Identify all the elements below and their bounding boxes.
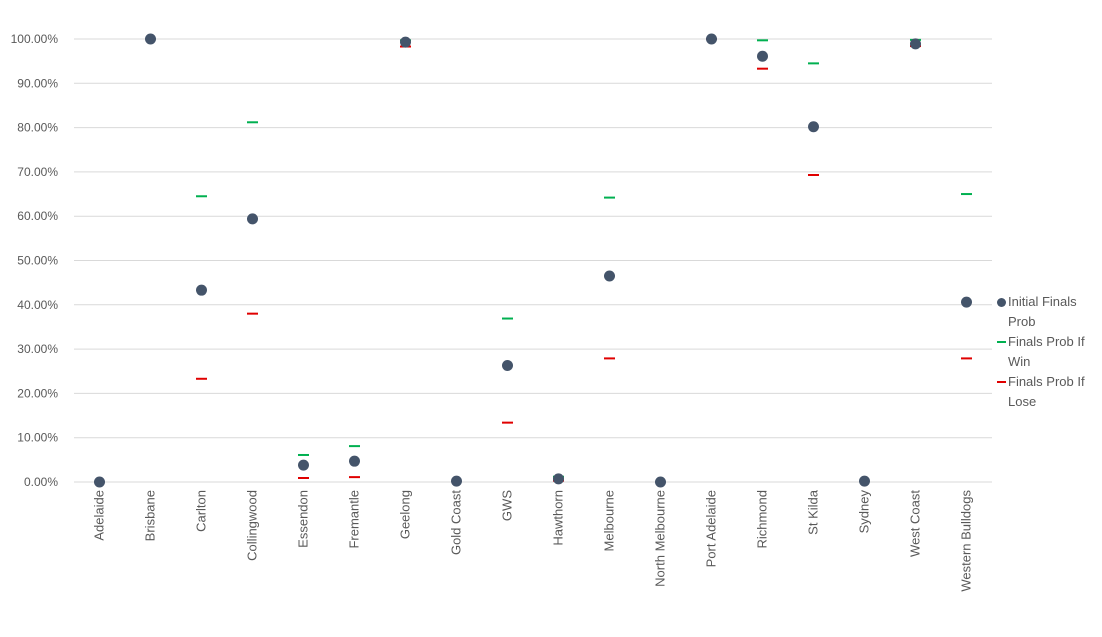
y-tick-label: 0.00% — [24, 475, 58, 489]
legend-circle-marker-icon — [994, 292, 1008, 312]
series-1 — [196, 38, 972, 478]
x-tick-label: Essendon — [296, 490, 311, 548]
data-point-initial — [349, 455, 360, 467]
x-tick-label: Hawthorn — [551, 490, 566, 546]
data-point-initial — [655, 476, 666, 488]
x-tick-label: Brisbane — [143, 490, 158, 541]
data-point-initial — [859, 475, 870, 487]
gridlines — [74, 38, 992, 483]
y-tick-label: 80.00% — [17, 121, 58, 135]
legend-red-dash-icon — [994, 372, 1008, 392]
legend-label-if-win: Finals Prob If Win — [1008, 334, 1085, 369]
x-tick-label: Fremantle — [347, 490, 362, 549]
x-tick-label: Western Bulldogs — [959, 490, 974, 592]
data-point-initial — [145, 33, 156, 45]
data-point-initial — [604, 270, 615, 282]
data-series — [94, 33, 972, 488]
x-tick-label: North Melbourne — [653, 490, 668, 587]
y-tick-label: 70.00% — [17, 165, 58, 179]
legend-item-if-win: Finals Prob If Win — [994, 332, 1098, 372]
data-point-initial — [451, 475, 462, 487]
data-point-initial — [400, 36, 411, 48]
legend-green-dash-icon — [994, 332, 1008, 352]
x-tick-label: Richmond — [755, 490, 770, 549]
x-tick-label: Carlton — [194, 490, 209, 532]
data-point-initial — [196, 284, 207, 296]
x-tick-label: GWS — [500, 490, 515, 521]
x-tick-label: St Kilda — [806, 489, 821, 535]
x-tick-label: Port Adelaide — [704, 490, 719, 567]
y-tick-label: 40.00% — [17, 298, 58, 312]
x-tick-label: Collingwood — [245, 490, 260, 561]
series-0 — [94, 33, 972, 488]
y-tick-label: 100.00% — [11, 32, 59, 46]
series-2 — [196, 38, 972, 482]
x-tick-label: West Coast — [908, 490, 923, 557]
data-point-initial — [247, 213, 258, 225]
x-tick-label: Melbourne — [602, 490, 617, 551]
legend-item-if-lose: Finals Prob If Lose — [994, 372, 1098, 412]
legend: Initial Finals Prob Finals Prob If Win F… — [994, 292, 1098, 412]
data-point-initial — [808, 121, 819, 133]
data-point-initial — [553, 473, 564, 485]
data-point-initial — [961, 296, 972, 308]
legend-label-initial: Initial Finals Prob — [1008, 294, 1077, 329]
y-tick-label: 90.00% — [17, 76, 58, 90]
y-tick-label: 30.00% — [17, 342, 58, 356]
data-point-initial — [910, 38, 921, 50]
x-tick-label: Gold Coast — [449, 490, 464, 555]
x-tick-label: Adelaide — [92, 490, 107, 541]
data-point-initial — [94, 476, 105, 488]
data-point-initial — [706, 33, 717, 45]
y-axis-ticks: 0.00% 10.00% 20.00% 30.00% 40.00% 50.00% 60.00… — [11, 32, 59, 489]
legend-label-if-lose: Finals Prob If Lose — [1008, 374, 1085, 409]
x-axis-ticks: Adelaide Brisbane Carlton Collingwood Essend… — [92, 489, 974, 591]
data-point-initial — [502, 359, 513, 371]
y-tick-label: 10.00% — [17, 431, 58, 445]
data-point-initial — [298, 459, 309, 471]
x-tick-label: Sydney — [857, 490, 872, 534]
y-tick-label: 20.00% — [17, 386, 58, 400]
legend-item-initial: Initial Finals Prob — [994, 292, 1098, 332]
x-tick-label: Geelong — [398, 490, 413, 539]
y-tick-label: 60.00% — [17, 209, 58, 223]
y-tick-label: 50.00% — [17, 254, 58, 268]
data-point-initial — [757, 50, 768, 62]
